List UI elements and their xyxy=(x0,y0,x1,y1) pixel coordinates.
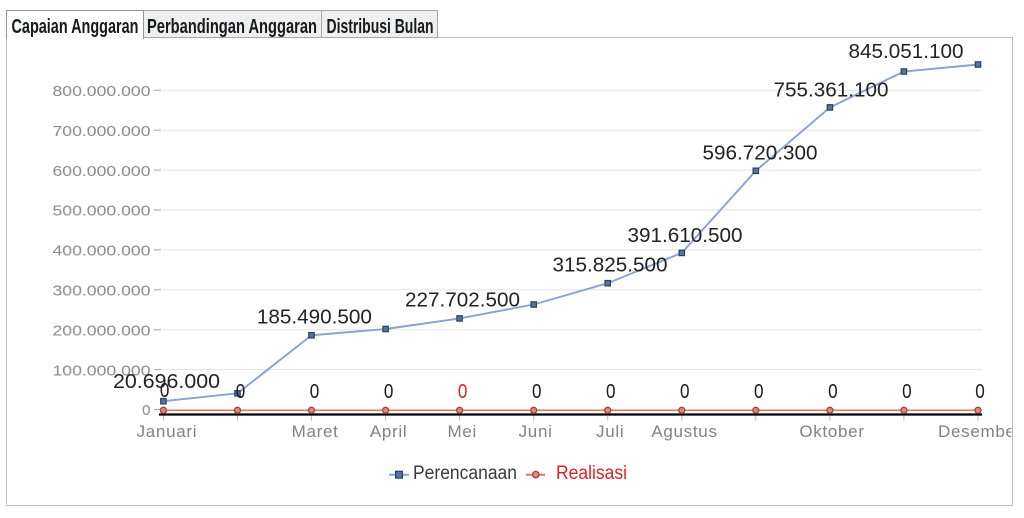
svg-text:0: 0 xyxy=(160,380,170,402)
svg-text:20.696.000: 20.696.000 xyxy=(113,371,220,393)
svg-text:Mei: Mei xyxy=(447,422,477,441)
svg-text:Perencanaan: Perencanaan xyxy=(413,463,517,484)
svg-text:Juli: Juli xyxy=(596,422,624,441)
svg-text:0: 0 xyxy=(975,381,985,403)
svg-text:0: 0 xyxy=(754,381,764,403)
svg-text:0: 0 xyxy=(236,381,246,403)
svg-text:0: 0 xyxy=(828,381,838,403)
svg-text:0: 0 xyxy=(384,381,394,403)
svg-text:700.000.000: 700.000.000 xyxy=(53,123,151,140)
svg-text:April: April xyxy=(370,422,408,441)
svg-text:Maret: Maret xyxy=(292,422,339,441)
svg-text:845.051.100: 845.051.100 xyxy=(849,41,964,63)
svg-text:300.000.000: 300.000.000 xyxy=(53,283,151,300)
svg-text:Distribusi Bulan: Distribusi Bulan xyxy=(327,16,434,38)
svg-text:227.702.500: 227.702.500 xyxy=(405,290,520,312)
svg-text:Realisasi: Realisasi xyxy=(556,463,627,484)
svg-text:Desember: Desember xyxy=(938,422,1022,441)
svg-text:0: 0 xyxy=(606,381,616,403)
svg-text:Capaian Anggaran: Capaian Anggaran xyxy=(12,16,139,38)
svg-text:Januari: Januari xyxy=(137,422,198,441)
svg-text:391.610.500: 391.610.500 xyxy=(628,225,743,247)
svg-text:Oktober: Oktober xyxy=(799,422,864,441)
svg-text:200.000.000: 200.000.000 xyxy=(53,322,151,339)
svg-text:0: 0 xyxy=(532,381,542,403)
svg-text:315.825.500: 315.825.500 xyxy=(553,255,668,277)
svg-text:0: 0 xyxy=(680,381,690,403)
svg-text:0: 0 xyxy=(902,381,912,403)
svg-text:596.720.300: 596.720.300 xyxy=(703,143,818,165)
svg-text:800.000.000: 800.000.000 xyxy=(53,83,151,100)
svg-text:600.000.000: 600.000.000 xyxy=(53,163,151,180)
svg-text:185.490.500: 185.490.500 xyxy=(257,307,372,329)
svg-text:755.361.100: 755.361.100 xyxy=(774,80,889,102)
svg-text:0: 0 xyxy=(310,381,320,403)
svg-text:Perbandingan Anggaran: Perbandingan Anggaran xyxy=(147,16,317,38)
svg-text:Agustus: Agustus xyxy=(651,422,717,441)
svg-text:100.000.000: 100.000.000 xyxy=(53,362,151,379)
svg-text:0: 0 xyxy=(458,381,468,403)
svg-text:Juni: Juni xyxy=(519,422,553,441)
svg-text:500.000.000: 500.000.000 xyxy=(53,203,151,220)
svg-text:0: 0 xyxy=(142,402,150,419)
svg-text:400.000.000: 400.000.000 xyxy=(53,243,151,260)
